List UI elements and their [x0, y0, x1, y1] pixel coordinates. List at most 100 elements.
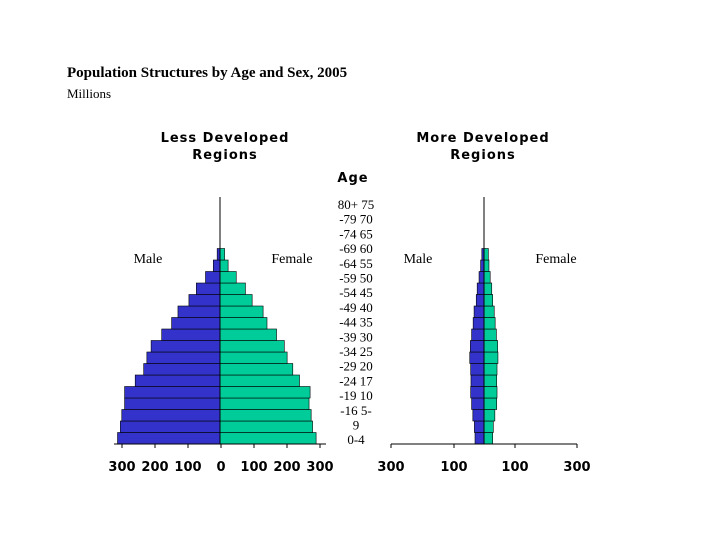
- panel2-female-bar-55-59: [483, 305, 495, 318]
- panel1-male-bar-5-9: [120, 420, 221, 433]
- panel2-female-bar-15-19: [483, 397, 498, 410]
- panel1-male-bar-0-4: [117, 432, 221, 445]
- panel2-title-line-2: Regions: [450, 148, 516, 163]
- panel1-female-bar-15-19: [219, 397, 310, 410]
- age-label-row-17: 0-4: [347, 432, 365, 447]
- panel1-male-bar-75-79: [212, 259, 221, 272]
- panel2-tick-label-0: 300: [377, 460, 404, 475]
- panel2-male-bar-30-34: [470, 363, 485, 376]
- panel2-female-bar-60-64: [483, 294, 493, 307]
- age-label-row-15: -16 5-: [340, 403, 371, 418]
- panel1-male-bar-65-69: [196, 282, 221, 295]
- age-label-row-16: 9: [353, 418, 360, 433]
- panel2-female-label: Female: [535, 252, 576, 267]
- panel1-tick-label-2: 100: [174, 460, 201, 475]
- panel1-male-bar-45-49: [161, 328, 221, 341]
- panel1-male-bar-50-54: [171, 317, 221, 330]
- age-label-row-1: 80+ 75: [338, 197, 375, 212]
- panel2-female-bar-0-4: [483, 432, 493, 445]
- age-label-row-5: -64 55: [339, 256, 373, 271]
- panel2-female-bar-20-24: [483, 386, 498, 399]
- panel2-male-bar-45-49: [471, 328, 485, 341]
- panel2-female-bar-10-14: [483, 409, 496, 422]
- panel1-male-bar-10-14: [121, 409, 221, 422]
- panel2-female-bar-25-29: [483, 374, 498, 387]
- age-label-row-2: -79 70: [339, 212, 373, 227]
- chart-title: Population Structures by Age and Sex, 20…: [67, 65, 348, 81]
- panel2-male-bar-40-44: [470, 340, 485, 353]
- panel1-male-label: Male: [134, 252, 163, 267]
- panel1-female-bar-25-29: [219, 374, 300, 387]
- panel2-female-bar-5-9: [483, 420, 494, 433]
- age-label-row-13: -24 17: [339, 373, 373, 388]
- panel2-tick-label-2: 100: [501, 460, 528, 475]
- age-label-row-11: -34 25: [339, 344, 373, 359]
- panel1-female-bar-0-4: [219, 432, 317, 445]
- panel1-female-bar-45-49: [219, 328, 277, 341]
- panel1-tick-label-6: 300: [306, 460, 333, 475]
- panel2-male-bar-70-74: [478, 271, 485, 284]
- panel2-female-bar-40-44: [483, 340, 498, 353]
- panel2-female-bar-30-34: [483, 363, 498, 376]
- panel1-male-bar-70-74: [205, 271, 221, 284]
- panel2-male-bar-75-79: [480, 259, 485, 272]
- panel1-male-bar-55-59: [177, 305, 221, 318]
- panel1-female-bar-10-14: [219, 409, 312, 422]
- panel2-male-label: Male: [404, 252, 433, 267]
- panel1-male-bar-25-29: [134, 374, 221, 387]
- panel2-female-bar-45-49: [483, 328, 497, 341]
- panel1-male-bar-35-39: [146, 351, 221, 364]
- panel2-male-bar-65-69: [476, 282, 485, 295]
- panel2-male-bar-25-29: [470, 374, 485, 387]
- panel2-male-bar-0-4: [474, 432, 485, 445]
- age-label-row-9: -44 35: [339, 315, 373, 330]
- panel1-female-bar-50-54: [219, 317, 268, 330]
- panel1-tick-label-3: 0: [216, 460, 225, 475]
- panel1-male-bar-15-19: [124, 397, 221, 410]
- age-label-row-12: -29 20: [339, 359, 373, 374]
- age-header: Age: [337, 171, 368, 186]
- panel2-male-bar-55-59: [473, 305, 485, 318]
- panel1-female-bar-70-74: [219, 271, 237, 284]
- panel2-tick-label-1: 100: [440, 460, 467, 475]
- panel1-male-bar-20-24: [124, 386, 221, 399]
- age-label-row-8: -49 40: [339, 300, 373, 315]
- panel2-female-bar-80+: [483, 248, 489, 261]
- panel1-male-bar-40-44: [150, 340, 221, 353]
- age-label-row-10: -39 30: [339, 329, 373, 344]
- panel1-female-bar-65-69: [219, 282, 246, 295]
- panel1-tick-label-5: 200: [273, 460, 300, 475]
- age-label-row-7: -54 45: [339, 285, 373, 300]
- panel1-title-line-2: Regions: [192, 148, 258, 163]
- panel2-male-bar-60-64: [475, 294, 485, 307]
- panel1-male-bar-60-64: [188, 294, 221, 307]
- panel2-female-bar-70-74: [483, 271, 491, 284]
- panel1-tick-label-0: 300: [108, 460, 135, 475]
- panel1-female-bar-35-39: [219, 351, 288, 364]
- panel2-male-bar-10-14: [472, 409, 485, 422]
- panel2-female-bar-75-79: [483, 259, 490, 272]
- panel1-tick-label-4: 100: [240, 460, 267, 475]
- panel2-female-bar-50-54: [483, 317, 496, 330]
- panel2-male-bar-20-24: [470, 386, 485, 399]
- panel2-male-bar-35-39: [469, 351, 485, 364]
- panel1-female-bar-80+: [219, 248, 225, 261]
- panel1-female-bar-60-64: [219, 294, 253, 307]
- panel2-male-bar-5-9: [474, 420, 485, 433]
- age-label-row-4: -69 60: [339, 241, 373, 256]
- panel2-female-bar-35-39: [483, 351, 499, 364]
- age-label-row-6: -59 50: [339, 271, 373, 286]
- panel1-male-bar-30-34: [143, 363, 221, 376]
- panel1-tick-label-1: 200: [141, 460, 168, 475]
- age-label-row-3: -74 65: [339, 226, 373, 241]
- chart-subtitle: Millions: [67, 86, 112, 101]
- panel2-tick-label-3: 300: [563, 460, 590, 475]
- panel1-female-bar-20-24: [219, 386, 311, 399]
- panel2-female-bar-65-69: [483, 282, 493, 295]
- panel1-female-label: Female: [271, 252, 312, 267]
- age-label-row-14: -19 10: [339, 388, 373, 403]
- panel1-female-bar-40-44: [219, 340, 285, 353]
- panel2-male-bar-50-54: [472, 317, 485, 330]
- panel1-title-line-1: Less Developed: [161, 131, 290, 146]
